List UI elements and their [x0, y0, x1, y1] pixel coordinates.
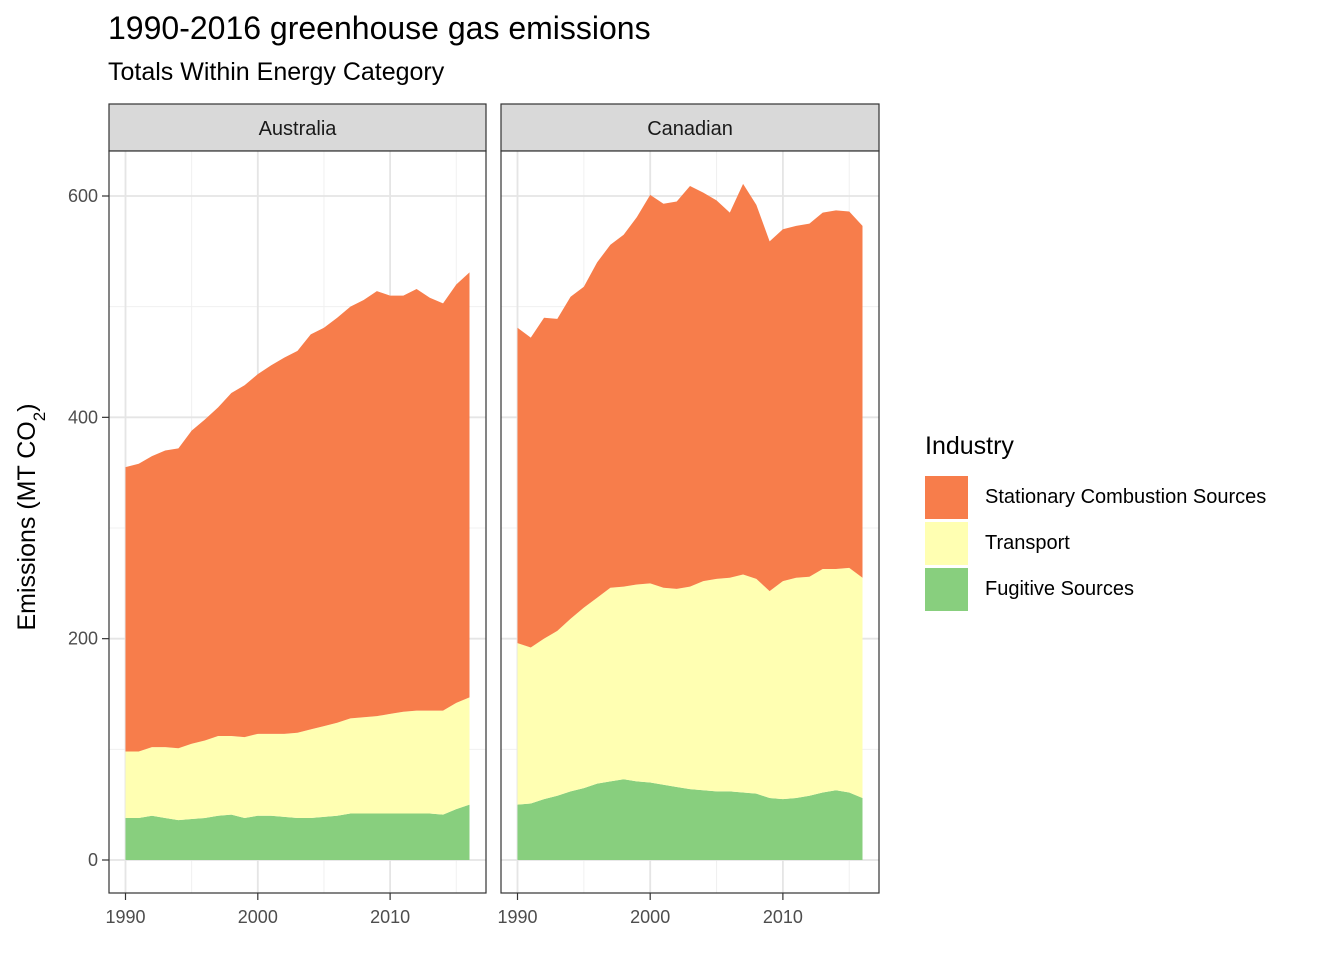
strip-label-canadian: Canadian	[647, 118, 733, 140]
y-axis-title: Emissions (MT CO2)	[13, 403, 49, 630]
y-tick-label: 200	[68, 629, 98, 649]
area-australia-fugitive-sources	[125, 804, 470, 860]
legend-swatch-transport	[925, 522, 968, 565]
chart-title: 1990-2016 greenhouse gas emissions	[108, 10, 651, 46]
x-tick-label: 2000	[238, 907, 278, 927]
strip-label-australia: Australia	[259, 118, 338, 140]
area-canadian-stationary-combustion-sources	[517, 183, 863, 648]
x-tick-label: 1990	[105, 907, 145, 927]
area-australia-stationary-combustion-sources	[125, 272, 470, 752]
x-tick-label: 1990	[497, 907, 537, 927]
y-tick-label: 600	[68, 186, 98, 206]
legend-item-fugitive: Fugitive Sources	[925, 568, 1335, 612]
y-tick-label: 0	[88, 850, 98, 870]
legend-label-fugitive: Fugitive Sources	[985, 578, 1134, 600]
area-australia-transport	[125, 697, 470, 821]
panel-border-canadian	[500, 150, 880, 894]
legend-item-transport: Transport	[925, 522, 1335, 566]
panel-border-australia	[108, 150, 487, 894]
legend-item-stationary: Stationary Combustion Sources	[925, 476, 1335, 520]
x-tick-label: 2010	[370, 907, 410, 927]
legend-label-stationary: Stationary Combustion Sources	[985, 486, 1267, 508]
legend-swatch-stationary	[925, 476, 968, 519]
area-canadian-transport	[517, 567, 863, 805]
area-canadian-fugitive-sources	[517, 779, 863, 860]
y-tick-label: 400	[68, 407, 98, 427]
chart-subtitle: Totals Within Energy Category	[108, 58, 445, 86]
legend-swatch-fugitive	[925, 568, 968, 611]
legend-label-transport: Transport	[985, 532, 1070, 554]
x-tick-label: 2010	[763, 907, 803, 927]
legend-title: Industry	[925, 432, 1014, 460]
x-tick-label: 2000	[630, 907, 670, 927]
